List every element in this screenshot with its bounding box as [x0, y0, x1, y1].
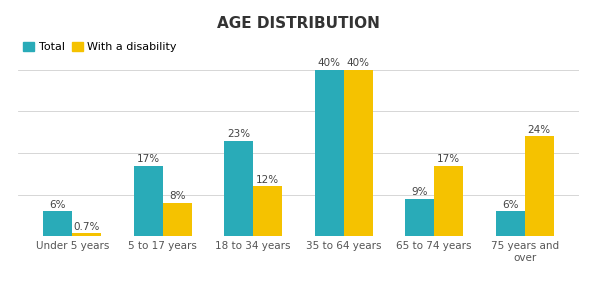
Text: 6%: 6% — [502, 200, 518, 210]
Legend: Total, With a disability: Total, With a disability — [23, 42, 177, 52]
Bar — [163, 203, 191, 236]
Bar — [434, 165, 463, 236]
Text: 40%: 40% — [347, 58, 370, 68]
Text: 23%: 23% — [227, 129, 251, 139]
Bar — [43, 211, 72, 236]
Bar — [315, 70, 344, 236]
Bar — [525, 136, 554, 236]
Bar — [134, 165, 163, 236]
Bar — [344, 70, 373, 236]
Title: AGE DISTRIBUTION: AGE DISTRIBUTION — [217, 16, 380, 31]
Bar — [253, 186, 282, 236]
Text: 40%: 40% — [318, 58, 341, 68]
Text: 17%: 17% — [137, 154, 160, 164]
Text: 6%: 6% — [50, 200, 66, 210]
Text: 0.7%: 0.7% — [73, 222, 100, 232]
Bar — [224, 141, 253, 236]
Bar — [405, 199, 434, 236]
Text: 17%: 17% — [437, 154, 460, 164]
Text: 24%: 24% — [528, 125, 551, 135]
Text: 9%: 9% — [411, 187, 428, 197]
Bar — [496, 211, 525, 236]
Bar — [72, 233, 101, 236]
Text: 8%: 8% — [169, 191, 186, 201]
Text: 12%: 12% — [256, 175, 280, 185]
